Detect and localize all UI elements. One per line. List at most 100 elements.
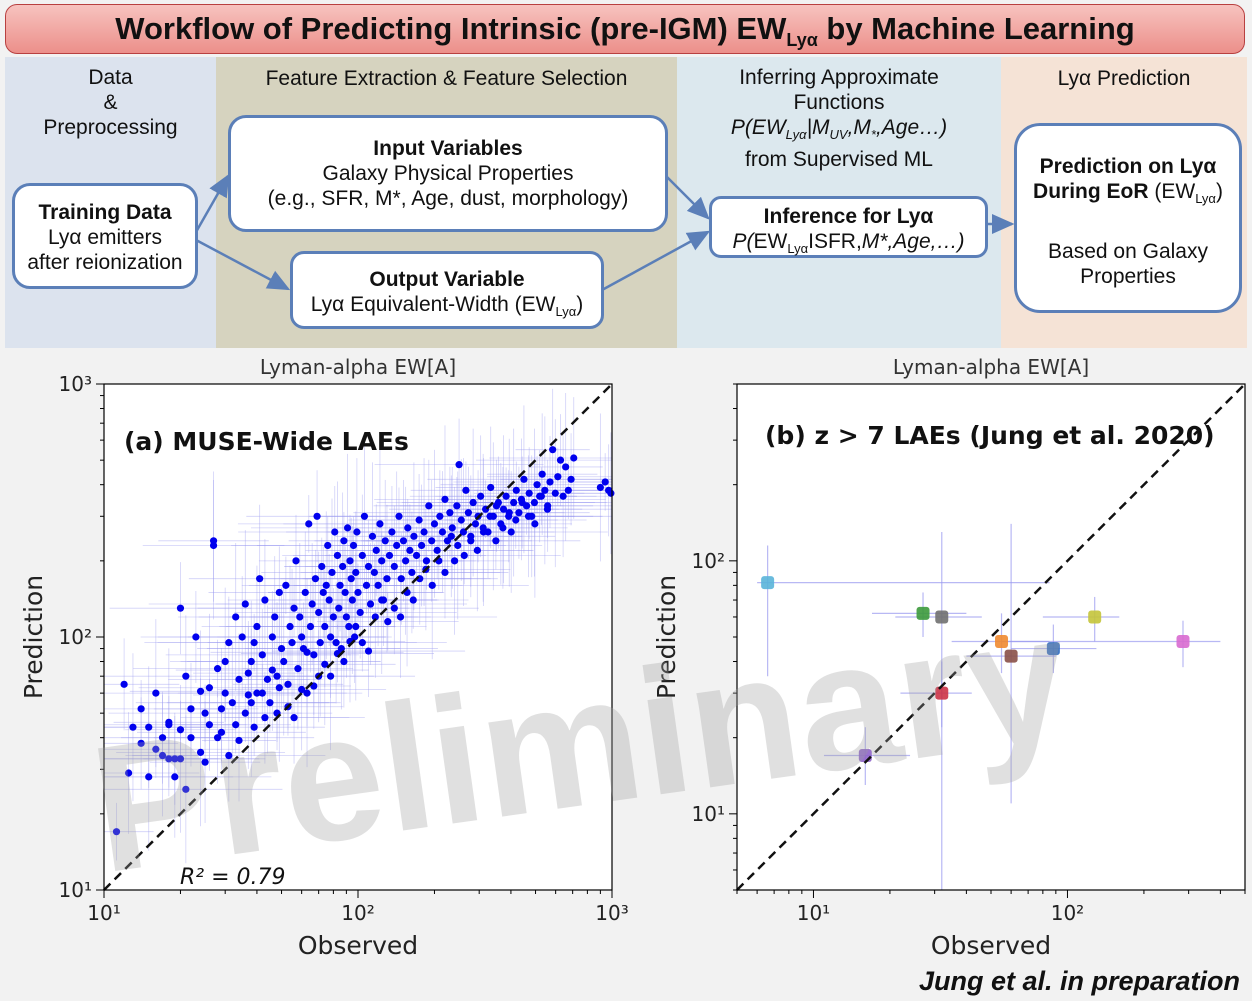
data-point bbox=[176, 755, 185, 763]
data-point bbox=[433, 546, 441, 554]
chart-title: Lyman-alpha EW[A] bbox=[260, 355, 456, 379]
data-point bbox=[551, 489, 559, 497]
data-point bbox=[479, 528, 488, 536]
data-point bbox=[310, 651, 318, 659]
data-point bbox=[326, 633, 335, 641]
data-point bbox=[318, 562, 326, 571]
data-point bbox=[541, 486, 549, 494]
data-point bbox=[510, 498, 518, 507]
data-point bbox=[235, 736, 243, 745]
data-point bbox=[453, 502, 461, 510]
data-point bbox=[125, 769, 133, 777]
data-point bbox=[531, 520, 539, 528]
data-point bbox=[298, 633, 306, 641]
header-feature: Feature Extraction & Feature Selection bbox=[265, 67, 628, 90]
data-point bbox=[441, 568, 449, 577]
data-point bbox=[112, 828, 121, 836]
data-point bbox=[457, 516, 465, 524]
data-point bbox=[995, 634, 1009, 648]
data-point bbox=[518, 498, 526, 507]
data-point bbox=[935, 686, 949, 700]
data-point bbox=[205, 684, 214, 692]
data-point bbox=[316, 639, 324, 647]
data-point bbox=[311, 575, 320, 583]
data-point bbox=[412, 551, 421, 560]
data-point bbox=[196, 748, 205, 756]
data-point bbox=[372, 546, 380, 554]
data-point bbox=[241, 709, 249, 717]
plot-frame bbox=[736, 383, 1246, 891]
data-point bbox=[505, 509, 513, 517]
data-point bbox=[418, 541, 426, 550]
input-variables-box: Input Variables Galaxy Physical Properti… bbox=[228, 115, 668, 232]
data-point bbox=[538, 470, 546, 478]
data-point bbox=[171, 755, 179, 763]
data-point bbox=[364, 562, 373, 571]
data-point bbox=[271, 613, 279, 621]
data-point bbox=[253, 622, 261, 631]
data-point bbox=[336, 581, 344, 589]
x-tick-label: 10¹ bbox=[87, 901, 120, 925]
chart-b: Lyman-alpha EW[A] Observed Prediction 10¹ 10… bbox=[652, 355, 1246, 960]
data-point bbox=[524, 512, 533, 520]
data-point bbox=[235, 675, 243, 683]
x-axis-label: Observed bbox=[931, 931, 1051, 960]
data-point bbox=[221, 657, 229, 666]
data-point bbox=[290, 604, 298, 612]
data-point bbox=[533, 481, 541, 489]
data-point bbox=[530, 498, 539, 507]
data-point bbox=[261, 596, 269, 604]
x-axis-label: Observed bbox=[298, 931, 418, 960]
data-point bbox=[182, 672, 190, 680]
data-point bbox=[247, 699, 255, 707]
data-point bbox=[352, 622, 360, 631]
data-point bbox=[213, 734, 222, 742]
data-point bbox=[266, 699, 274, 707]
data-point bbox=[409, 596, 417, 604]
data-point bbox=[322, 581, 330, 589]
data-point bbox=[469, 498, 477, 507]
data-point bbox=[120, 680, 128, 688]
data-point bbox=[564, 486, 572, 494]
data-point bbox=[225, 639, 233, 647]
data-point bbox=[406, 546, 414, 554]
data-point bbox=[182, 785, 190, 793]
data-point bbox=[562, 463, 570, 471]
data-point bbox=[1176, 634, 1190, 648]
data-point bbox=[137, 705, 145, 713]
data-point bbox=[492, 502, 501, 510]
data-point bbox=[390, 604, 398, 612]
data-point bbox=[303, 689, 311, 697]
data-point bbox=[261, 714, 269, 722]
data-point bbox=[296, 613, 304, 621]
data-point bbox=[487, 483, 495, 492]
data-point bbox=[313, 512, 321, 520]
header-prediction: Lyα Prediction bbox=[1057, 67, 1191, 90]
data-point bbox=[187, 705, 195, 713]
chart-title: Lyman-alpha EW[A] bbox=[893, 355, 1089, 379]
y-axis-label: Prediction bbox=[19, 575, 48, 699]
data-point bbox=[165, 721, 173, 729]
data-point bbox=[263, 675, 272, 683]
data-point bbox=[430, 520, 439, 528]
data-point bbox=[345, 622, 353, 631]
data-point bbox=[399, 537, 408, 545]
data-point bbox=[499, 505, 508, 513]
data-point bbox=[388, 528, 396, 536]
data-point bbox=[916, 606, 930, 620]
data-point bbox=[393, 541, 401, 550]
data-point bbox=[158, 734, 167, 742]
data-point bbox=[328, 568, 336, 577]
data-point bbox=[537, 492, 545, 500]
data-point bbox=[308, 600, 316, 608]
data-point bbox=[171, 773, 179, 781]
data-point bbox=[607, 489, 615, 497]
data-point bbox=[277, 644, 286, 653]
data-point bbox=[324, 541, 332, 550]
panel-annotation: (a) MUSE-Wide LAEs bbox=[124, 427, 409, 456]
data-point bbox=[253, 689, 261, 697]
title-sub: Lyα bbox=[786, 30, 818, 51]
data-point bbox=[346, 557, 354, 565]
data-point bbox=[250, 639, 258, 647]
data-point bbox=[275, 684, 283, 692]
